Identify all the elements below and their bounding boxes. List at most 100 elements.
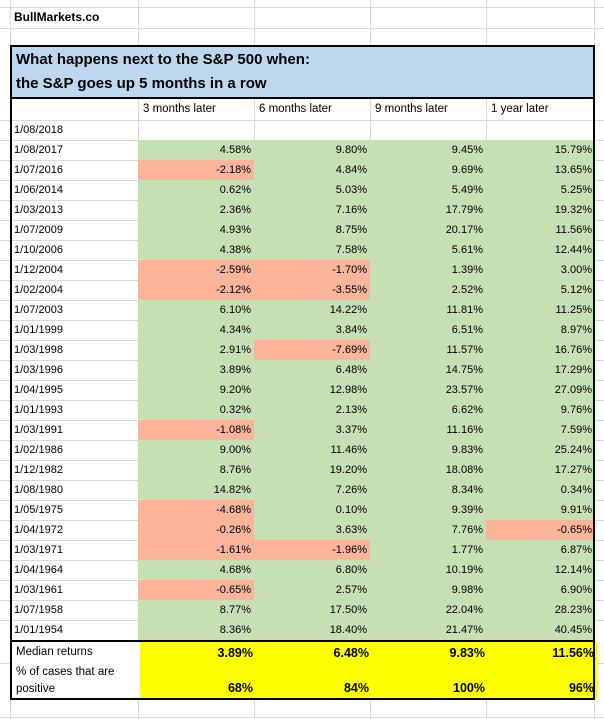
- return-cell[interactable]: 14.22%: [254, 300, 370, 320]
- median-value-cell[interactable]: 3.89%: [140, 642, 256, 663]
- return-cell[interactable]: 11.46%: [254, 440, 370, 460]
- return-cell[interactable]: [370, 120, 486, 140]
- return-cell[interactable]: [138, 120, 254, 140]
- return-cell[interactable]: [254, 120, 370, 140]
- return-cell[interactable]: 1.39%: [370, 260, 486, 280]
- return-cell[interactable]: 16.76%: [486, 340, 595, 360]
- return-cell[interactable]: 18.08%: [370, 460, 486, 480]
- date-cell[interactable]: 1/08/2017: [14, 144, 63, 156]
- return-cell[interactable]: 2.36%: [138, 200, 254, 220]
- median-value-cell[interactable]: 6.48%: [256, 642, 372, 663]
- return-cell[interactable]: [486, 120, 595, 140]
- return-cell[interactable]: 6.62%: [370, 400, 486, 420]
- date-cell[interactable]: 1/04/1964: [14, 564, 63, 576]
- return-cell[interactable]: 13.65%: [486, 160, 595, 180]
- median-value-cell[interactable]: 9.83%: [372, 642, 488, 663]
- return-cell[interactable]: 2.91%: [138, 340, 254, 360]
- pct-positive-value-cell[interactable]: 84%: [256, 663, 372, 698]
- return-cell[interactable]: -4.68%: [138, 500, 254, 520]
- return-cell[interactable]: 3.63%: [254, 520, 370, 540]
- return-cell[interactable]: 25.24%: [486, 440, 595, 460]
- return-cell[interactable]: 2.13%: [254, 400, 370, 420]
- date-cell[interactable]: 1/07/2003: [14, 304, 63, 316]
- median-returns-label[interactable]: Median returns: [12, 642, 140, 663]
- return-cell[interactable]: 1.77%: [370, 540, 486, 560]
- date-cell[interactable]: 1/10/2006: [14, 244, 63, 256]
- return-cell[interactable]: 11.25%: [486, 300, 595, 320]
- return-cell[interactable]: 9.39%: [370, 500, 486, 520]
- return-cell[interactable]: 3.00%: [486, 260, 595, 280]
- return-cell[interactable]: 17.50%: [254, 600, 370, 620]
- return-cell[interactable]: 8.36%: [138, 620, 254, 640]
- return-cell[interactable]: -2.59%: [138, 260, 254, 280]
- date-cell[interactable]: 1/03/1996: [14, 364, 63, 376]
- return-cell[interactable]: 17.79%: [370, 200, 486, 220]
- return-cell[interactable]: -1.70%: [254, 260, 370, 280]
- return-cell[interactable]: 9.98%: [370, 580, 486, 600]
- return-cell[interactable]: 4.93%: [138, 220, 254, 240]
- return-cell[interactable]: 6.87%: [486, 540, 595, 560]
- return-cell[interactable]: 19.20%: [254, 460, 370, 480]
- return-cell[interactable]: 0.32%: [138, 400, 254, 420]
- column-header-1[interactable]: 3 months later: [143, 103, 216, 115]
- return-cell[interactable]: 6.80%: [254, 560, 370, 580]
- date-cell[interactable]: 1/08/1980: [14, 484, 63, 496]
- date-cell[interactable]: 1/03/1971: [14, 544, 63, 556]
- return-cell[interactable]: -7.69%: [254, 340, 370, 360]
- return-cell[interactable]: 6.90%: [486, 580, 595, 600]
- return-cell[interactable]: 15.79%: [486, 140, 595, 160]
- return-cell[interactable]: 14.82%: [138, 480, 254, 500]
- date-cell[interactable]: 1/02/2004: [14, 284, 63, 296]
- return-cell[interactable]: 9.20%: [138, 380, 254, 400]
- return-cell[interactable]: 6.51%: [370, 320, 486, 340]
- return-cell[interactable]: 12.98%: [254, 380, 370, 400]
- date-cell[interactable]: 1/07/2016: [14, 164, 63, 176]
- return-cell[interactable]: 40.45%: [486, 620, 595, 640]
- return-cell[interactable]: 5.25%: [486, 180, 595, 200]
- return-cell[interactable]: 8.97%: [486, 320, 595, 340]
- median-value-cell[interactable]: 11.56%: [488, 642, 597, 663]
- return-cell[interactable]: 3.84%: [254, 320, 370, 340]
- return-cell[interactable]: 11.16%: [370, 420, 486, 440]
- return-cell[interactable]: 2.52%: [370, 280, 486, 300]
- date-cell[interactable]: 1/03/1998: [14, 344, 63, 356]
- column-header-2[interactable]: 6 months later: [259, 103, 332, 115]
- return-cell[interactable]: 12.14%: [486, 560, 595, 580]
- return-cell[interactable]: 20.17%: [370, 220, 486, 240]
- return-cell[interactable]: 11.57%: [370, 340, 486, 360]
- return-cell[interactable]: 8.34%: [370, 480, 486, 500]
- date-cell[interactable]: 1/08/2018: [14, 124, 63, 136]
- return-cell[interactable]: 28.23%: [486, 600, 595, 620]
- column-header-4[interactable]: 1 year later: [491, 103, 549, 115]
- return-cell[interactable]: 17.27%: [486, 460, 595, 480]
- return-cell[interactable]: 19.32%: [486, 200, 595, 220]
- return-cell[interactable]: 4.34%: [138, 320, 254, 340]
- pct-positive-value-cell[interactable]: 68%: [140, 663, 256, 698]
- date-cell[interactable]: 1/01/1993: [14, 404, 63, 416]
- return-cell[interactable]: 18.40%: [254, 620, 370, 640]
- return-cell[interactable]: 21.47%: [370, 620, 486, 640]
- return-cell[interactable]: 8.77%: [138, 600, 254, 620]
- return-cell[interactable]: 12.44%: [486, 240, 595, 260]
- return-cell[interactable]: 8.75%: [254, 220, 370, 240]
- return-cell[interactable]: 9.83%: [370, 440, 486, 460]
- return-cell[interactable]: 4.58%: [138, 140, 254, 160]
- return-cell[interactable]: 7.76%: [370, 520, 486, 540]
- date-cell[interactable]: 1/04/1972: [14, 524, 63, 536]
- date-cell[interactable]: 1/07/1958: [14, 604, 63, 616]
- return-cell[interactable]: 22.04%: [370, 600, 486, 620]
- return-cell[interactable]: 10.19%: [370, 560, 486, 580]
- return-cell[interactable]: 5.61%: [370, 240, 486, 260]
- date-cell[interactable]: 1/03/1961: [14, 584, 63, 596]
- date-cell[interactable]: 1/05/1975: [14, 504, 63, 516]
- date-cell[interactable]: 1/06/2014: [14, 184, 63, 196]
- date-cell[interactable]: 1/12/2004: [14, 264, 63, 276]
- return-cell[interactable]: -0.65%: [486, 520, 595, 540]
- return-cell[interactable]: 9.76%: [486, 400, 595, 420]
- title-box[interactable]: What happens next to the S&P 500 when: t…: [10, 45, 595, 99]
- return-cell[interactable]: 5.12%: [486, 280, 595, 300]
- date-cell[interactable]: 1/04/1995: [14, 384, 63, 396]
- pct-positive-label[interactable]: % of cases that are positive: [12, 663, 140, 698]
- return-cell[interactable]: 0.10%: [254, 500, 370, 520]
- return-cell[interactable]: -1.96%: [254, 540, 370, 560]
